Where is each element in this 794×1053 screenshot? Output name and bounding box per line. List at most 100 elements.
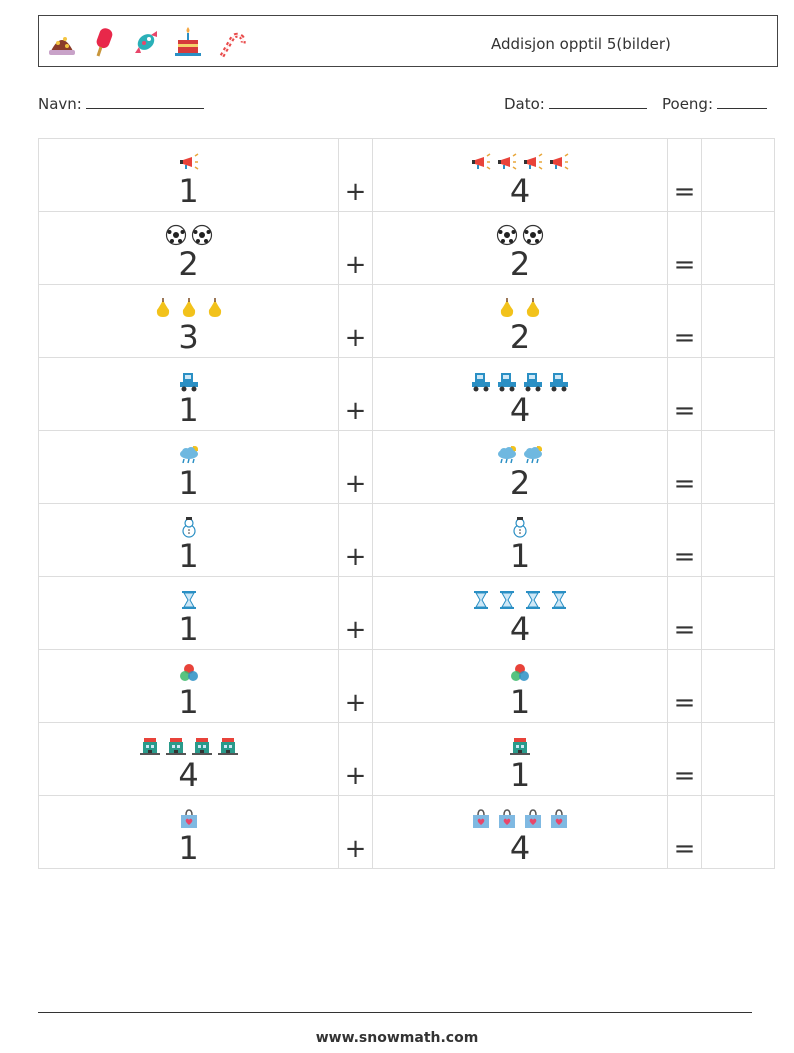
name-blank[interactable] (85, 94, 204, 109)
right-number: 1 (509, 537, 531, 575)
hourglass-icon (552, 591, 566, 609)
building-icon (139, 738, 160, 755)
plus-cell: + (338, 649, 373, 723)
left-pictures (39, 369, 338, 393)
plus-sign: + (344, 323, 367, 353)
birthday-cake-icon (175, 27, 201, 56)
answer-cell[interactable] (701, 722, 775, 796)
answer-cell[interactable] (701, 649, 775, 723)
left-term-cell: 1 (38, 649, 339, 723)
right-number: 2 (509, 318, 531, 356)
equals-sign: = (673, 542, 696, 572)
megaphone-icon (550, 153, 569, 170)
right-term-cell: 2 (372, 211, 668, 285)
plus-cell: + (338, 284, 373, 358)
answer-cell[interactable] (701, 357, 775, 431)
header-box: Addisjon opptil 5(bilder) (38, 15, 778, 67)
left-pictures (39, 588, 338, 612)
footer-url: www.snowmath.com (315, 1030, 479, 1046)
candy-cane-icon (219, 32, 246, 58)
equals-sign: = (673, 761, 696, 791)
right-term-cell: 1 (372, 649, 668, 723)
shopping-bag-icon (551, 809, 567, 828)
megaphone-icon (498, 153, 517, 170)
right-pictures (373, 369, 667, 393)
hourglass-icon (526, 591, 540, 609)
answer-cell[interactable] (701, 284, 775, 358)
problem-row: 1 +1 = (38, 649, 775, 723)
answer-cell[interactable] (701, 576, 775, 650)
left-number: 1 (178, 464, 199, 502)
right-pictures (373, 661, 667, 685)
problem-row: 1 +2 = (38, 430, 775, 504)
plus-sign: + (344, 542, 367, 572)
right-number: 4 (509, 172, 531, 210)
right-term-cell: 1 (372, 503, 668, 577)
building-icon (165, 738, 186, 755)
left-term-cell: 1 (38, 795, 339, 869)
rain-cloud-icon (498, 446, 516, 464)
equals-cell: = (667, 138, 702, 212)
name-field: Navn: (38, 94, 204, 113)
plus-cell: + (338, 430, 373, 504)
equals-sign: = (673, 834, 696, 864)
equals-cell: = (667, 576, 702, 650)
building-icon (510, 738, 530, 755)
left-number: 3 (178, 318, 199, 356)
tractor-icon (524, 373, 542, 392)
left-pictures (39, 515, 338, 539)
equals-sign: = (673, 396, 696, 426)
plus-cell: + (338, 795, 373, 869)
answer-cell[interactable] (701, 795, 775, 869)
building-icon (217, 738, 238, 755)
right-term-cell: 4 (372, 795, 668, 869)
score-label: Poeng: (662, 95, 713, 113)
plus-sign: + (344, 250, 367, 280)
answer-cell[interactable] (701, 503, 775, 577)
answer-cell[interactable] (701, 430, 775, 504)
building-icon (191, 738, 212, 755)
chocolate-cake-icon (49, 37, 75, 55)
problem-row: 2 +2 = (38, 211, 775, 285)
left-term-cell: 1 (38, 503, 339, 577)
left-number: 1 (178, 172, 199, 210)
right-pictures (373, 296, 667, 320)
soccer-ball-icon (165, 224, 186, 246)
equals-sign: = (673, 615, 696, 645)
right-number: 4 (509, 391, 531, 429)
left-pictures (39, 661, 338, 685)
equals-cell: = (667, 795, 702, 869)
right-number: 2 (509, 464, 531, 502)
equals-sign: = (673, 688, 696, 718)
answer-cell[interactable] (701, 138, 775, 212)
left-term-cell: 2 (38, 211, 339, 285)
right-term-cell: 4 (372, 138, 668, 212)
left-term-cell: 4 (38, 722, 339, 796)
equals-cell: = (667, 357, 702, 431)
rain-cloud-icon (179, 446, 198, 464)
score-blank[interactable] (717, 94, 767, 109)
plus-sign: + (344, 761, 367, 791)
shopping-bag-icon (525, 809, 541, 828)
left-number: 1 (178, 391, 199, 429)
hourglass-icon (474, 591, 488, 609)
date-label: Dato: (504, 95, 545, 113)
right-number: 4 (509, 829, 531, 867)
pear-icon (182, 298, 195, 317)
pear-icon (208, 298, 221, 317)
right-pictures (373, 807, 667, 831)
answer-cell[interactable] (701, 211, 775, 285)
megaphone-icon (179, 153, 198, 170)
left-term-cell: 3 (38, 284, 339, 358)
megaphone-icon (472, 153, 491, 170)
date-blank[interactable] (548, 94, 647, 109)
left-pictures (39, 296, 338, 320)
plus-sign: + (344, 834, 367, 864)
left-number: 1 (178, 683, 199, 721)
equals-cell: = (667, 649, 702, 723)
left-number: 1 (178, 537, 199, 575)
problem-row: 4 +1 = (38, 722, 775, 796)
left-pictures (39, 442, 338, 466)
pear-icon (500, 298, 514, 317)
soccer-ball-icon (522, 224, 544, 246)
